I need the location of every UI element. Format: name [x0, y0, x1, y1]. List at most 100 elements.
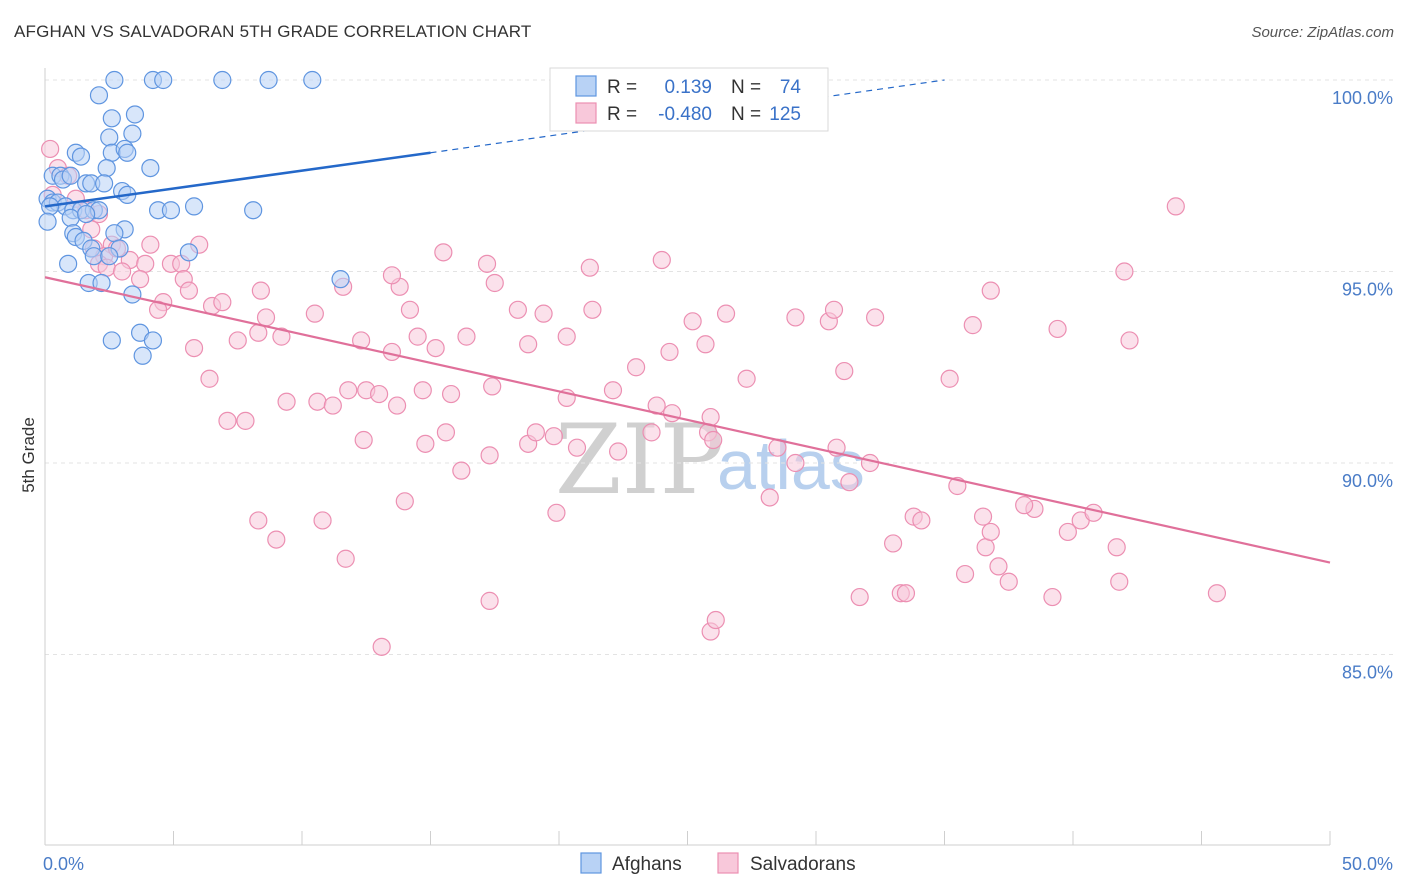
- data-point: [683, 312, 702, 331]
- data-point: [1043, 587, 1062, 607]
- data-point: [483, 377, 502, 396]
- stats-legend: R = 0.139 N = 74 R = -0.480 N = 125: [549, 67, 829, 132]
- data-point: [244, 201, 263, 220]
- salvadorans-points: [41, 139, 1227, 656]
- data-point: [706, 610, 725, 630]
- data-point: [179, 243, 199, 262]
- data-point: [441, 384, 461, 404]
- data-point: [303, 70, 322, 90]
- chart-source: Source: ZipAtlas.com: [1251, 24, 1394, 41]
- x-tick-labels: 0.0% 50.0%: [43, 854, 1393, 874]
- data-point: [200, 369, 219, 388]
- data-point: [609, 442, 628, 461]
- data-point: [760, 488, 779, 507]
- data-point: [1115, 262, 1134, 281]
- grid-lines: [45, 79, 1395, 655]
- data-point: [704, 430, 723, 450]
- data-point: [1207, 584, 1227, 603]
- salvadorans-trend-line: [44, 276, 1331, 564]
- watermark-zip: ZIP: [555, 404, 724, 516]
- x-tick-label: 0.0%: [43, 854, 84, 874]
- y-axis-label: 5th Grade: [19, 417, 38, 493]
- data-point: [77, 204, 96, 224]
- data-point: [1120, 331, 1139, 350]
- data-point: [184, 197, 204, 216]
- data-point: [408, 327, 427, 346]
- data-point: [354, 430, 373, 450]
- data-point: [259, 70, 278, 90]
- data-point: [133, 346, 152, 365]
- legend-n-value-salvadorans: 125: [769, 104, 801, 125]
- legend-n-value-afghans: 74: [780, 77, 802, 98]
- data-point: [249, 511, 268, 530]
- y-tick-label: 100.0%: [1332, 88, 1393, 108]
- data-point: [136, 254, 155, 273]
- data-point: [660, 342, 679, 362]
- data-point: [1058, 522, 1077, 542]
- data-point: [105, 224, 124, 243]
- data-point: [1107, 538, 1126, 557]
- data-point: [331, 270, 350, 289]
- legend-swatch-afghans: [575, 75, 597, 97]
- data-point: [850, 587, 869, 607]
- data-point: [452, 461, 471, 480]
- data-point: [976, 538, 995, 557]
- data-point: [59, 254, 78, 273]
- data-point: [382, 266, 402, 285]
- data-point: [38, 212, 57, 231]
- chart-title: AFGHAN VS SALVADORAN 5TH GRADE CORRELATI…: [14, 22, 532, 41]
- data-point: [256, 308, 276, 327]
- y-tick-labels: 100.0% 95.0% 90.0% 85.0%: [1332, 88, 1393, 683]
- data-point: [105, 70, 124, 90]
- data-point: [1110, 572, 1129, 591]
- data-point: [480, 591, 499, 610]
- data-point: [912, 511, 931, 530]
- data-point: [508, 300, 527, 319]
- data-point: [480, 446, 499, 465]
- series-legend-swatch-afghans: [580, 852, 602, 874]
- data-point: [477, 254, 497, 273]
- data-point: [526, 423, 545, 442]
- data-point: [955, 564, 975, 584]
- data-point: [603, 381, 623, 400]
- data-point: [1048, 319, 1067, 339]
- data-point: [92, 273, 111, 293]
- data-point: [642, 423, 661, 442]
- series-legend-label-salvadorans: Salvadorans: [750, 854, 856, 875]
- data-point: [100, 247, 119, 266]
- data-point: [981, 522, 1000, 542]
- data-point: [416, 434, 435, 453]
- data-point: [213, 293, 232, 312]
- data-point: [973, 507, 993, 526]
- data-point: [544, 427, 563, 446]
- data-point: [583, 300, 602, 319]
- data-point: [896, 584, 916, 603]
- data-point: [626, 358, 646, 377]
- data-point: [228, 331, 247, 350]
- data-point: [154, 70, 173, 90]
- data-point: [413, 381, 432, 400]
- legend-r-value-salvadorans: -0.480: [658, 104, 712, 125]
- trend-lines: [44, 79, 1331, 564]
- data-point: [272, 327, 291, 346]
- data-point: [313, 511, 332, 530]
- data-point: [97, 158, 116, 178]
- data-point: [652, 250, 671, 270]
- data-point: [580, 258, 599, 277]
- data-point: [860, 453, 880, 473]
- data-point: [1084, 503, 1103, 522]
- data-point: [251, 281, 270, 300]
- data-point: [118, 143, 137, 162]
- data-point: [236, 411, 255, 430]
- y-tick-label: 95.0%: [1342, 280, 1393, 300]
- data-point: [179, 281, 199, 300]
- series-legend-swatch-salvadorans: [717, 852, 739, 874]
- data-point: [999, 572, 1018, 591]
- series-legend: Afghans Salvadorans: [580, 852, 856, 875]
- data-point: [883, 534, 903, 553]
- data-point: [400, 300, 420, 319]
- data-point: [267, 530, 286, 549]
- data-point: [84, 247, 103, 266]
- data-point: [1166, 197, 1185, 216]
